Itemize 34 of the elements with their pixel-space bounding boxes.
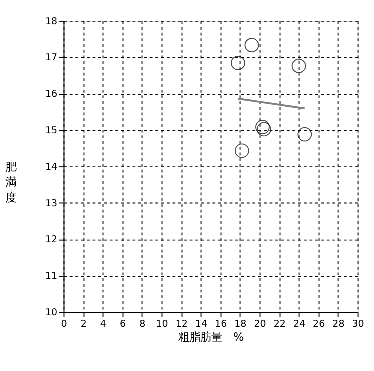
x-tick-label: 10 xyxy=(156,318,168,330)
x-tick-label: 12 xyxy=(176,318,188,330)
y-tick-label: 15 xyxy=(45,126,58,137)
point xyxy=(292,58,306,74)
x-tick-label: 8 xyxy=(140,318,146,330)
y-tick-label: 12 xyxy=(45,234,58,246)
point xyxy=(231,56,246,70)
y-tick-label: 17 xyxy=(45,52,58,64)
x-tick-label: 6 xyxy=(120,318,126,330)
x-tick-label: 2 xyxy=(80,318,87,330)
x-axis-title: 粗脂肪量 % xyxy=(178,330,244,344)
y-tick-label: 14 xyxy=(45,162,58,173)
x-tick-label: 16 xyxy=(215,318,228,330)
y-tick-label: 16 xyxy=(45,89,58,100)
point xyxy=(234,144,250,158)
y-tick-label: 11 xyxy=(45,271,58,282)
x-tick-label: 0 xyxy=(61,318,68,330)
y-tick-label: 10 xyxy=(45,308,58,319)
x-tick-label: 18 xyxy=(234,318,247,330)
y-tick-label: 18 xyxy=(45,16,58,28)
x-tick-label: 22 xyxy=(274,318,286,330)
point xyxy=(244,38,260,53)
x-tick-label: 30 xyxy=(352,318,364,330)
y-axis-title: 肥満度 xyxy=(6,160,17,204)
x-tick-label: 24 xyxy=(293,318,306,330)
y-tick-label: 13 xyxy=(45,198,58,210)
x-tick-label: 14 xyxy=(195,318,208,330)
point xyxy=(298,127,312,142)
x-tick-label: 28 xyxy=(332,318,345,330)
point xyxy=(257,122,272,137)
point xyxy=(256,120,270,134)
x-tick-label: 20 xyxy=(254,318,266,330)
x-tick-label: 26 xyxy=(313,318,326,330)
x-tick-label: 4 xyxy=(100,318,106,330)
